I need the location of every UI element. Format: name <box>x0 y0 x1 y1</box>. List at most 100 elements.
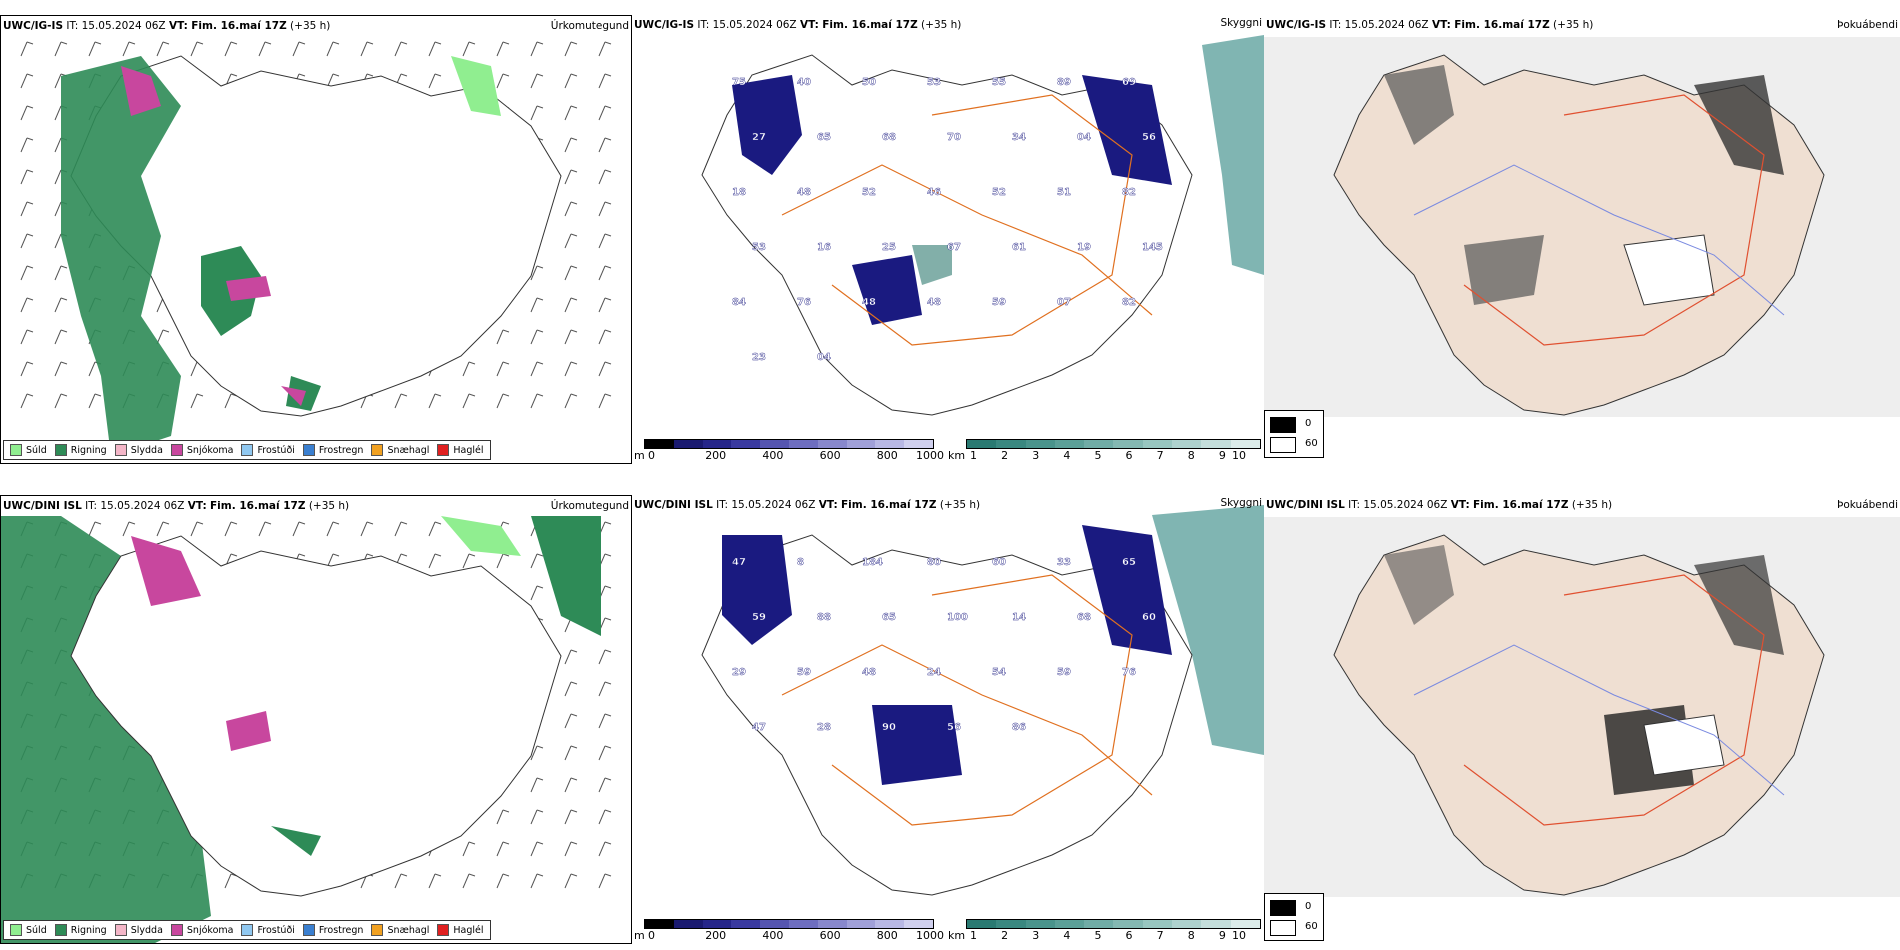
wind-barb-flag <box>536 745 544 749</box>
visibility-label: 56 <box>1142 132 1156 143</box>
visibility-label: 51 <box>1057 187 1071 198</box>
scale-tick-label: 400 <box>762 929 784 942</box>
wind-barb-flag <box>400 553 408 557</box>
wind-barb-flag <box>604 745 612 749</box>
legend-item: Snæhagl <box>371 924 429 936</box>
wind-barb <box>598 169 606 185</box>
legend-item: Frostregn <box>302 924 363 936</box>
wind-barb-flag <box>570 713 578 717</box>
wind-barb-flag <box>536 553 544 557</box>
wind-barb <box>564 745 572 761</box>
wind-barb-flag <box>604 297 612 301</box>
scale-tick-label: 6 <box>1125 449 1133 462</box>
visibility-label: 80 <box>927 557 941 568</box>
legend-item: Haglél <box>437 924 484 936</box>
visibility-label: 47 <box>752 722 766 733</box>
wind-barb-flag <box>570 297 578 301</box>
visibility-label: 46 <box>927 187 941 198</box>
wind-barb-flag <box>26 105 34 109</box>
fog-map <box>1264 517 1900 897</box>
visibility-label: 24 <box>927 667 941 678</box>
scale-color-step <box>702 440 732 448</box>
scale-color-step <box>673 440 703 448</box>
wind-barb <box>564 681 572 697</box>
wind-barb <box>20 233 28 249</box>
panel-tag: Úrkomutegund <box>550 500 629 512</box>
scale-color-step <box>645 920 674 928</box>
wind-barb-flag <box>400 521 408 525</box>
panel-title: UWC/DINI ISL IT: 15.05.2024 06Z VT: Fim.… <box>634 499 981 511</box>
visibility-label: 29 <box>732 667 746 678</box>
scale-color-step <box>1142 440 1173 448</box>
precip-map <box>1 516 612 943</box>
wind-barb <box>54 265 62 281</box>
wind-barb-flag <box>570 105 578 109</box>
wind-barb <box>54 73 62 89</box>
wind-barb <box>20 201 28 217</box>
wind-barb <box>530 745 538 761</box>
precip-panel-row2: UWC/DINI ISL IT: 15.05.2024 06Z VT: Fim.… <box>0 495 632 944</box>
visibility-label: 18 <box>732 187 746 198</box>
precip-panel-row1: UWC/IG-IS IT: 15.05.2024 06Z VT: Fim. 16… <box>0 15 632 464</box>
wind-barb <box>598 41 606 57</box>
wind-barb-flag <box>604 841 612 845</box>
wind-barb-flag <box>604 233 612 237</box>
wind-barb <box>20 361 28 377</box>
legend-item: Frostregn <box>302 444 363 456</box>
wind-barb <box>122 41 130 57</box>
wind-barb-flag <box>60 393 68 397</box>
wind-barb <box>190 521 198 537</box>
visibility-label: 76 <box>1122 667 1136 678</box>
visibility-label: 55 <box>992 77 1006 88</box>
wind-barb <box>496 361 504 377</box>
wind-barb-flag <box>570 233 578 237</box>
precip-legend: Súld Rigning Slydda Snjókoma Frostúði Fr… <box>3 440 491 460</box>
wind-barb <box>496 841 504 857</box>
wind-barb <box>428 73 436 89</box>
scale-color-step <box>996 920 1026 928</box>
legend-item: Frostúði <box>241 444 295 456</box>
wind-barb-flag <box>26 265 34 269</box>
scale-tick-label: 2 <box>1001 449 1009 462</box>
wind-barb <box>598 73 606 89</box>
wind-barb <box>598 297 606 313</box>
swatch <box>10 444 22 456</box>
swatch <box>302 444 315 456</box>
scale-color-step <box>1230 920 1260 928</box>
wind-barb-flag <box>604 73 612 77</box>
wind-barb <box>190 361 198 377</box>
wind-barb-flag <box>604 713 612 717</box>
wind-barb <box>564 265 572 281</box>
scale-color-step <box>1172 440 1202 448</box>
wind-barb-flag <box>128 41 136 45</box>
wind-barb-flag <box>298 521 306 525</box>
wind-barb <box>564 73 572 89</box>
scale-tick-label: 600 <box>819 449 841 462</box>
wind-barb <box>598 841 606 857</box>
scale-tick-label: 2 <box>1001 929 1009 942</box>
scale-color-step <box>904 440 933 448</box>
wind-barb-flag <box>26 137 34 141</box>
wind-barb-flag <box>60 265 68 269</box>
scale-color-step <box>1113 920 1143 928</box>
wind-barb <box>564 105 572 121</box>
scale-color-step <box>967 440 997 448</box>
wind-barb-flag <box>298 73 306 77</box>
wind-barb <box>598 201 606 217</box>
wind-barb <box>88 521 96 537</box>
visibility-label: 84 <box>732 297 746 308</box>
scale-color-step <box>875 920 905 928</box>
wind-barb <box>496 41 504 57</box>
wind-barb <box>598 745 606 761</box>
wind-barb-flag <box>570 73 578 77</box>
wind-barb <box>530 361 538 377</box>
wind-barb <box>530 841 538 857</box>
visibility-label: 34 <box>1012 132 1026 143</box>
wind-barb-flag <box>434 553 442 557</box>
wind-barb <box>156 41 164 57</box>
scale-tick-label: 600 <box>819 929 841 942</box>
wind-barb <box>428 41 436 57</box>
wind-barb-flag <box>536 41 544 45</box>
swatch <box>54 924 67 936</box>
wind-barb-flag <box>94 41 102 45</box>
